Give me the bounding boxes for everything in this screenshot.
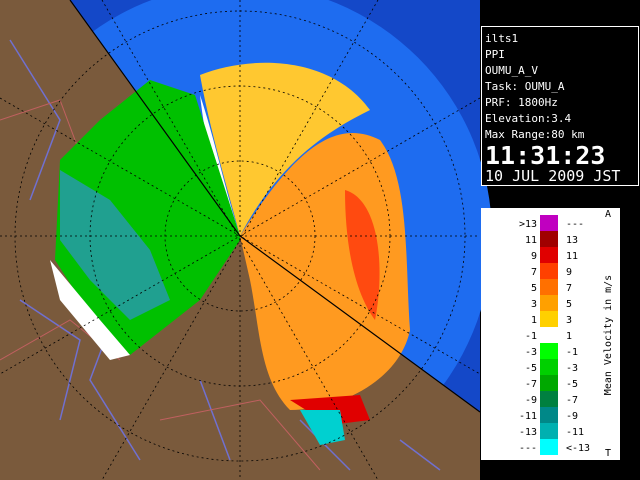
legend-swatch: [540, 391, 558, 407]
legend-swatch: [540, 375, 558, 391]
legend-swatch: [540, 279, 558, 295]
legend-high: -5: [566, 379, 578, 390]
legend-low: >13: [519, 219, 537, 230]
legend-high: -11: [566, 427, 584, 438]
info-box: [481, 26, 639, 186]
legend-low: -11: [519, 411, 537, 422]
legend-high: 7: [566, 283, 572, 294]
legend-swatch: [540, 263, 558, 279]
legend-swatch: [540, 231, 558, 247]
prf: PRF: 1800Hz: [485, 96, 558, 109]
legend-high: 5: [566, 299, 572, 310]
rivers: [9, 39, 441, 471]
legend-high: <-13: [566, 443, 590, 454]
legend-low: 9: [531, 251, 537, 262]
legend-low: -1: [525, 331, 537, 342]
legend-low: 5: [531, 283, 537, 294]
date: 10 JUL 2009 JST: [485, 167, 620, 185]
echo-zero-west: [50, 260, 130, 360]
echo-receding-strong: [60, 170, 170, 320]
max-range: Max Range:80 km: [485, 128, 585, 141]
coastline: [69, 0, 481, 413]
legend-low: ---: [519, 443, 537, 454]
legend-high: -9: [566, 411, 578, 422]
legend-low: -3: [525, 347, 537, 358]
legend-low: -13: [519, 427, 537, 438]
echo-strong: [345, 190, 380, 320]
legend-low: -5: [525, 363, 537, 374]
legend-swatch: [540, 311, 558, 327]
legend-swatch: [540, 343, 558, 359]
legend-swatch: [540, 423, 558, 439]
legend-low: 11: [525, 235, 537, 246]
legend-swatch: [540, 327, 558, 343]
legend-low: 7: [531, 267, 537, 278]
legend-high: 13: [566, 235, 578, 246]
echo-light: [200, 62, 370, 236]
legend-swatch: [540, 439, 558, 455]
legend-high: 3: [566, 315, 572, 326]
info-panel: ilts1 PPI OUMU_A_V Task: OUMU_A PRF: 180…: [481, 26, 639, 186]
elevation: Elevation:3.4: [485, 112, 571, 125]
legend-low: -7: [525, 379, 537, 390]
legend-high: 11: [566, 251, 578, 262]
legend-high: -3: [566, 363, 578, 374]
legend-low: -9: [525, 395, 537, 406]
mode: PPI: [485, 48, 505, 61]
map: [0, 0, 492, 480]
legend-high: 9: [566, 267, 572, 278]
legend-high: 1: [566, 331, 572, 342]
legend-high: ---: [566, 219, 584, 230]
legend-top-mark: A: [605, 209, 611, 220]
product: OUMU_A_V: [485, 64, 538, 77]
legend-high: -7: [566, 395, 578, 406]
legend-swatch: [540, 215, 558, 231]
legend-swatch: [540, 359, 558, 375]
legend-swatch: [540, 407, 558, 423]
legend-low: 1: [531, 315, 537, 326]
legend: A T Mean Velocity in m/s >13 ---11 139 117 9…: [481, 208, 620, 460]
task: Task: OUMU_A: [485, 80, 565, 93]
legend-swatch: [540, 247, 558, 263]
legend-low: 3: [531, 299, 537, 310]
legend-title: Mean Velocity in m/s: [603, 275, 614, 395]
legend-bottom-mark: T: [605, 448, 611, 459]
site: ilts1: [485, 32, 518, 45]
time: 11:31:23: [485, 141, 605, 170]
echo-cyan: [300, 410, 345, 445]
echo-approaching: [240, 132, 410, 411]
legend-high: -1: [566, 347, 578, 358]
legend-swatch: [540, 295, 558, 311]
